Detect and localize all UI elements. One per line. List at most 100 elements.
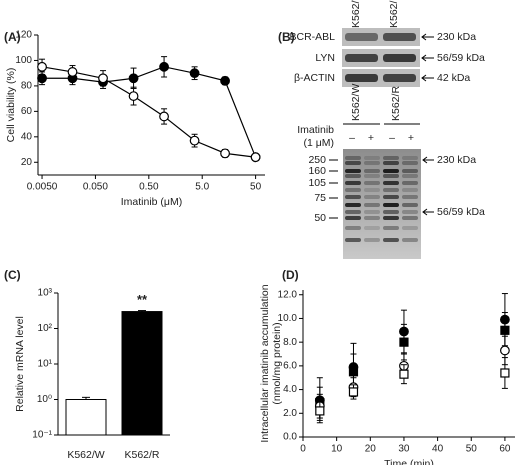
line (41, 66, 256, 158)
marker (98, 73, 108, 84)
marker (348, 387, 359, 397)
marker (315, 406, 325, 416)
marker (500, 345, 510, 356)
gel-band (345, 210, 361, 214)
gel-band (383, 203, 399, 207)
y-tick-label: 10¹ (38, 359, 53, 370)
gel-band (364, 210, 380, 214)
mw-marker: 75 (314, 192, 326, 204)
gel-band (402, 195, 418, 199)
gel-band (345, 181, 361, 185)
treatment-sign: + (368, 132, 374, 144)
gel-band (402, 210, 418, 214)
size-label: 230 kDa (437, 154, 476, 166)
size-label: 56/59 kDa (437, 52, 485, 64)
y-tick-label: 120 (15, 30, 32, 41)
gel-band (402, 169, 418, 173)
y-tick-label: 10² (38, 323, 53, 334)
gel-band (364, 216, 380, 220)
y-axis-label: (nmol/mg protein) (271, 322, 283, 404)
gel-band (364, 161, 380, 165)
blot-band (345, 54, 378, 62)
gel-band (383, 210, 399, 214)
x-tick-label: 50 (466, 444, 478, 455)
x-tick-label: 50 (250, 182, 262, 193)
y-tick-label: 20 (21, 157, 33, 168)
x-tick-label: 0.50 (139, 182, 159, 193)
panel-label: (C) (4, 268, 21, 282)
y-tick-label: 2.0 (283, 408, 297, 419)
lane-label: K562/W (350, 0, 362, 28)
bar (65, 399, 107, 436)
x-axis-label: Imatinib (μM) (121, 196, 182, 208)
gel-band (383, 238, 399, 242)
gel-band (402, 161, 418, 165)
gel-band (364, 203, 380, 207)
y-tick-label: 10.0 (278, 313, 298, 324)
mw-marker: 160 (308, 165, 326, 177)
marker (500, 325, 510, 335)
y-tick-label: 4.0 (283, 384, 297, 395)
blot-strip (342, 69, 420, 87)
arrow (421, 33, 434, 41)
gel-band (364, 156, 380, 160)
treatment-sign: + (408, 132, 414, 144)
y-tick-label: 8.0 (283, 337, 297, 348)
blot-strip (342, 28, 420, 46)
marker (67, 67, 78, 77)
x-tick-label: 0.0050 (27, 182, 58, 193)
treatment-label: Imatinib (297, 124, 334, 136)
gel-band (364, 195, 380, 199)
annotation: ** (137, 292, 148, 307)
marker (159, 61, 169, 72)
gel-band (402, 203, 418, 207)
marker (159, 111, 169, 122)
x-axis-label: Time (min) (384, 458, 434, 465)
gel-band (402, 216, 418, 220)
dose-label: (1 μM) (303, 137, 334, 149)
blot-band (383, 74, 416, 82)
gel-band (345, 169, 361, 173)
y-tick-label: 0.0 (283, 432, 297, 443)
x-tick-label: 20 (365, 444, 377, 455)
y-axis-label: Intracellular imatinib accumulation (259, 284, 271, 442)
gel-band (402, 156, 418, 160)
gel-band (364, 181, 380, 185)
gel-band (364, 169, 380, 173)
lane-label: K562/W (350, 84, 362, 121)
panel-label: (D) (282, 268, 299, 282)
x-tick-label: 10 (331, 444, 343, 455)
x-tick-label: 0.050 (83, 182, 108, 193)
gel-band (345, 226, 361, 230)
y-axis-label: Cell viability (%) (5, 68, 17, 143)
y-tick-label: 6.0 (283, 361, 297, 372)
y-tick-label: 60 (21, 106, 33, 117)
marker (189, 68, 200, 79)
gel-band (364, 188, 380, 192)
marker (189, 135, 200, 146)
lane-label: K562/R (388, 0, 400, 28)
marker (37, 61, 47, 72)
gel-band (364, 238, 380, 242)
y-tick-label: 12.0 (278, 289, 298, 300)
gel-band (345, 216, 361, 220)
gel-band (364, 174, 380, 178)
gel-band (383, 188, 399, 192)
marker (399, 337, 409, 347)
y-tick-label: 100 (15, 55, 32, 66)
blot-band (345, 33, 378, 41)
gel-band (345, 188, 361, 192)
gel-band (345, 161, 361, 165)
gel-band (402, 174, 418, 178)
gel-band (383, 181, 399, 185)
gel-band (364, 226, 380, 230)
gel-band (383, 174, 399, 178)
protein-label: β-ACTIN (294, 72, 335, 84)
gel-band (383, 216, 399, 220)
x-tick-label: 0 (300, 444, 306, 455)
blot-band (383, 54, 416, 62)
gel-band (402, 188, 418, 192)
arrow (421, 74, 434, 82)
treatment-sign: – (349, 132, 355, 144)
